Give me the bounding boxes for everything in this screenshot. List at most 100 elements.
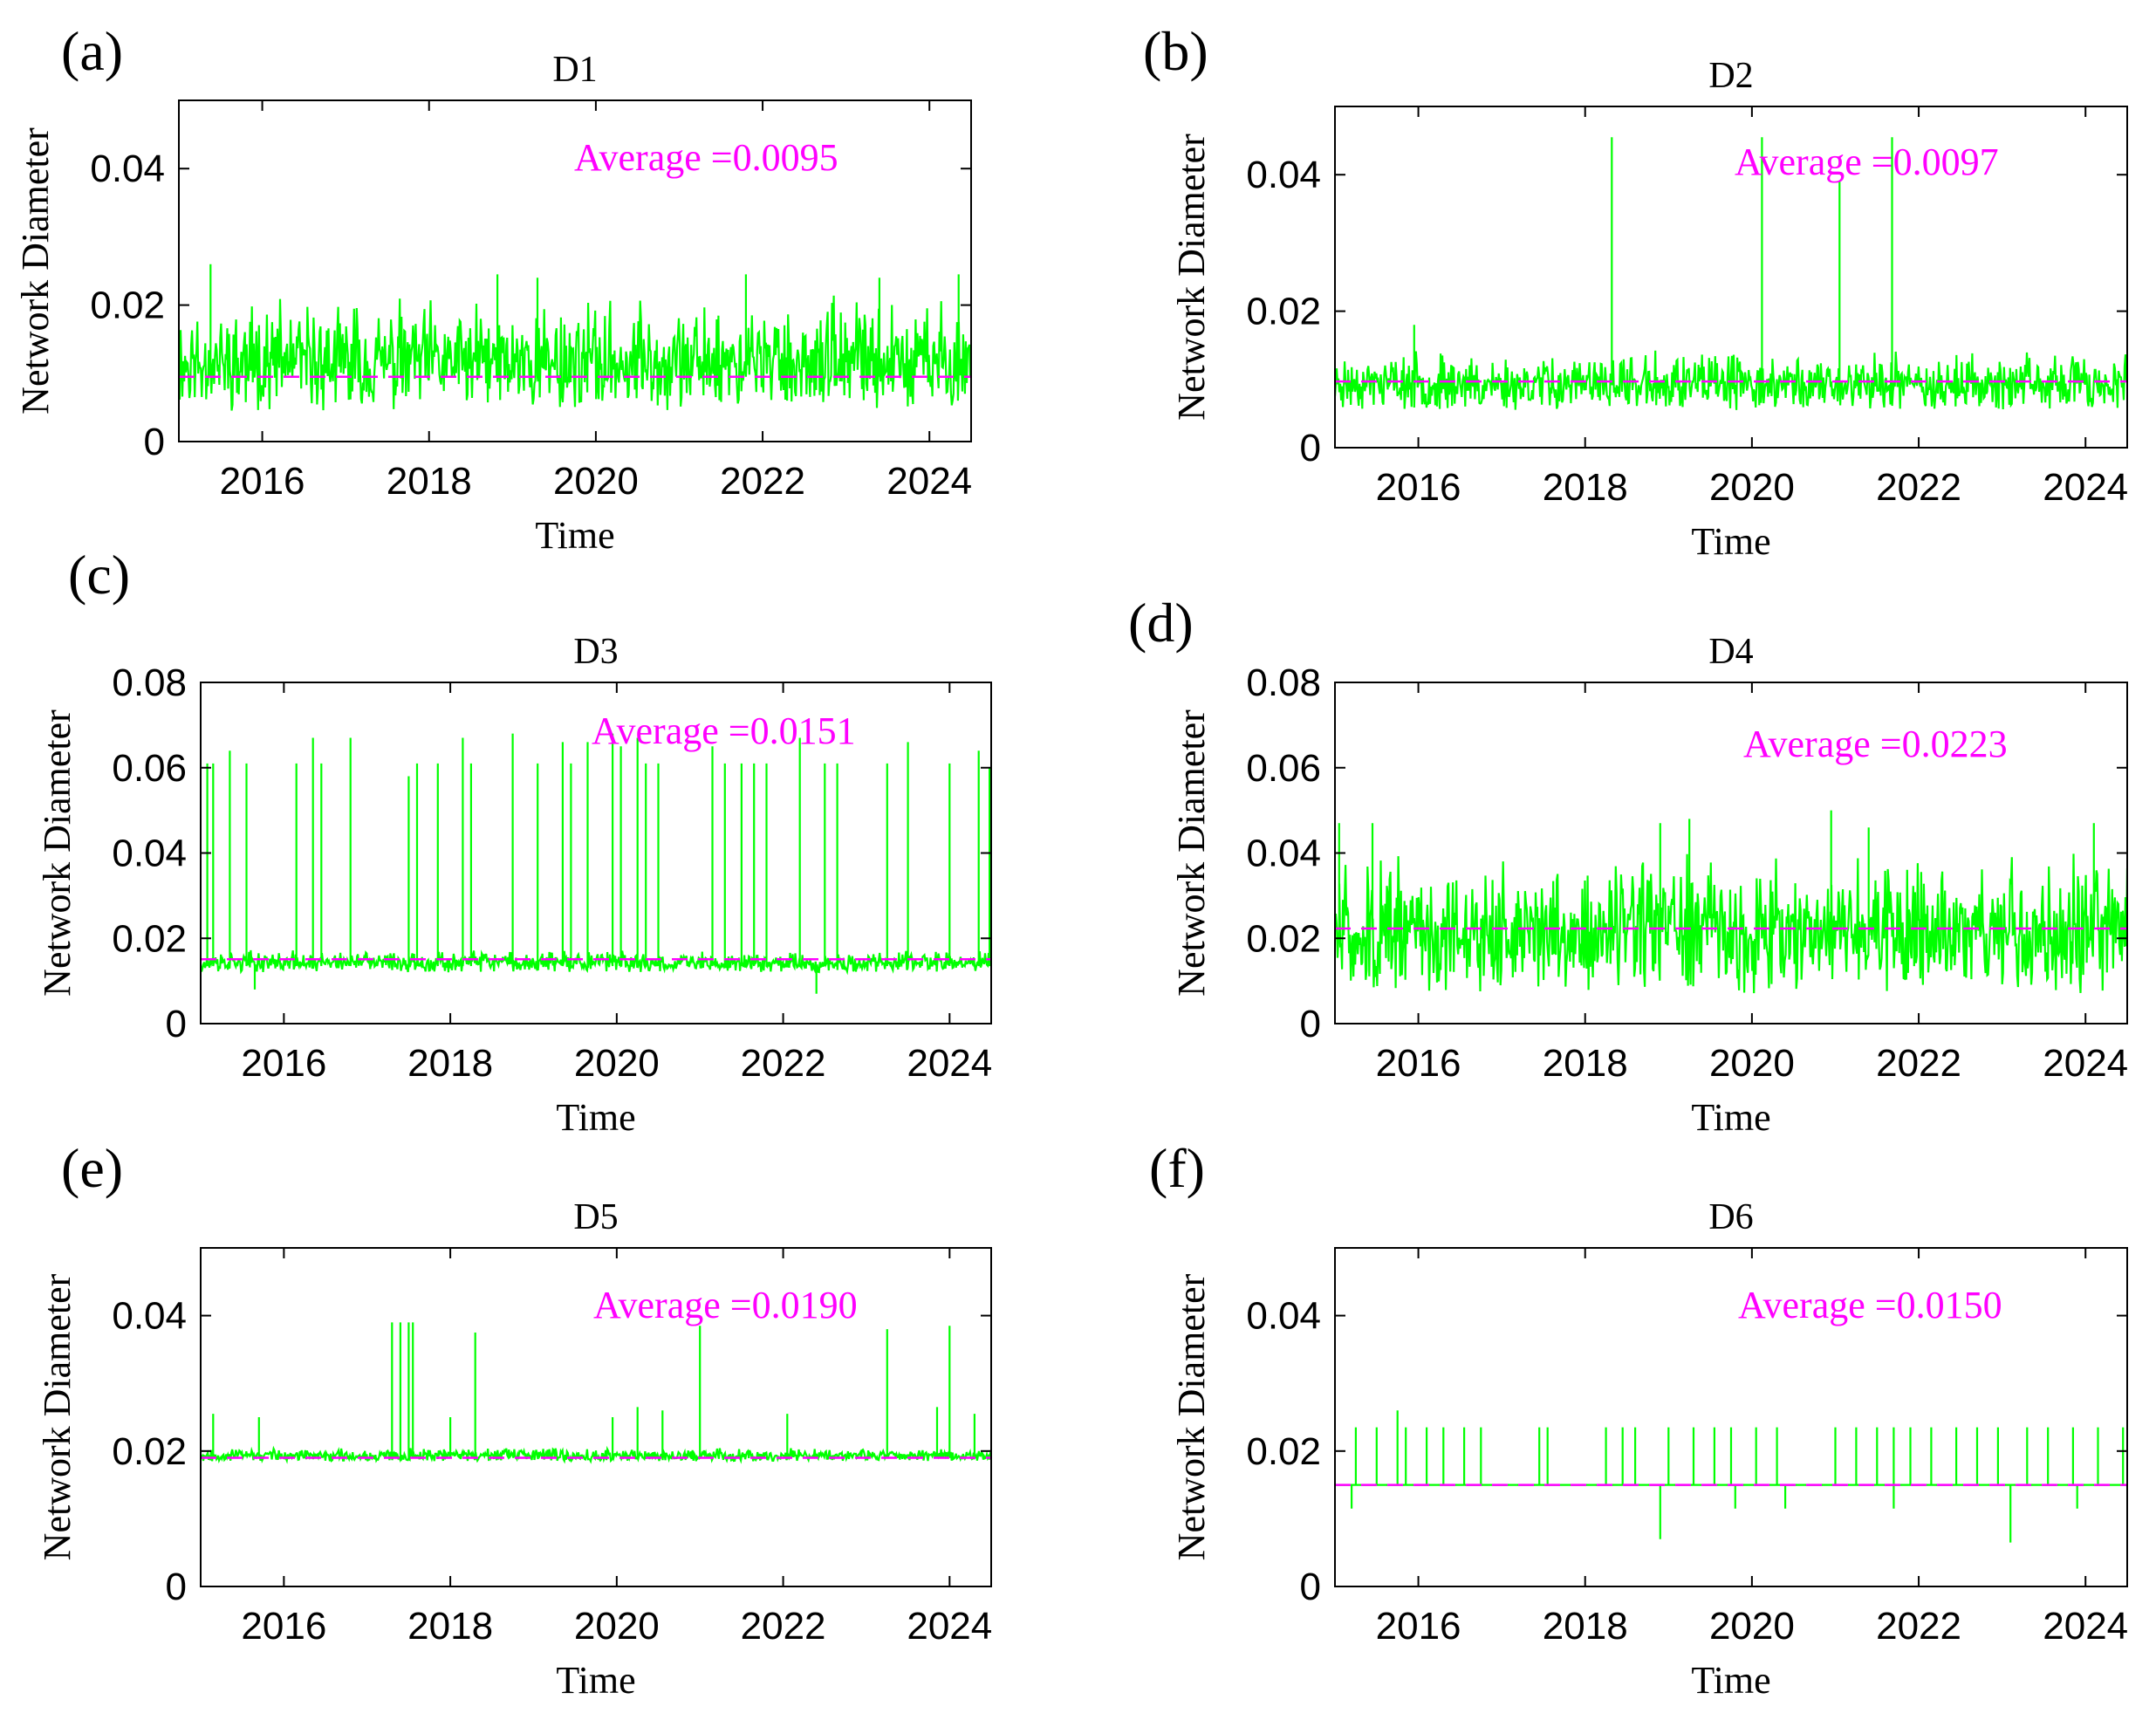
chart-title: D4 [1708, 632, 1753, 672]
x-tick-label: 2016 [1376, 1605, 1461, 1648]
series-line [201, 1322, 991, 1464]
x-axis-label: Time [535, 514, 614, 557]
series-line [1335, 1410, 2127, 1543]
y-tick-label: 0.04 [112, 1295, 187, 1338]
series-line [179, 264, 971, 411]
average-annotation: Average =0.0223 [1743, 723, 2008, 765]
y-tick-label: 0 [166, 1003, 187, 1045]
chart-title: D1 [552, 50, 597, 90]
average-annotation: Average =0.0190 [593, 1284, 858, 1326]
y-axis-label: Network Diameter [36, 709, 79, 997]
panel-letter: (f) [1149, 1137, 1205, 1199]
x-tick-label: 2016 [241, 1605, 326, 1648]
x-tick-label: 2022 [1876, 1605, 1961, 1648]
axes-frame [200, 1247, 992, 1587]
y-tick-label: 0.02 [112, 1430, 187, 1473]
y-tick-label: 0 [1300, 427, 1321, 469]
y-axis-label: Network Diameter [1170, 1273, 1213, 1560]
y-axis-label: Network Diameter [1170, 134, 1213, 421]
x-axis-label: Time [1691, 1096, 1770, 1139]
average-annotation: Average =0.0151 [592, 709, 856, 752]
chart-title: D3 [573, 632, 618, 672]
series-line [1335, 137, 2127, 410]
panel-letter: (e) [61, 1137, 123, 1199]
x-tick-label: 2018 [1543, 466, 1628, 509]
average-annotation: Average =0.0150 [1738, 1284, 2002, 1326]
x-tick-label: 2022 [1876, 1042, 1961, 1085]
x-tick-label: 2024 [2043, 466, 2128, 509]
x-tick-label: 2018 [407, 1042, 493, 1085]
panel-d5: (e) D5 2016 2018 2020 2022 2024 0 0.02 0.04 Time Ne… [36, 1137, 992, 1702]
y-tick-label: 0.06 [112, 747, 187, 790]
x-tick-label: 2022 [1876, 466, 1961, 509]
x-tick-label: 2020 [1709, 466, 1795, 509]
x-tick-label: 2024 [907, 1605, 992, 1648]
x-tick-label: 2020 [1709, 1042, 1795, 1085]
x-tick-label: 2024 [2043, 1042, 2128, 1085]
x-tick-label: 2018 [1543, 1605, 1628, 1648]
chart-title: D2 [1708, 56, 1753, 96]
x-tick-label: 2018 [387, 460, 472, 503]
y-axis-label: Network Diameter [1170, 709, 1213, 997]
series-line [201, 733, 991, 994]
series-line [1335, 810, 2127, 994]
panel-d4: (d) D4 2016 2018 2020 2022 2024 0 0.02 0.04 0.06 0.… [1128, 592, 2128, 1139]
x-tick-label: 2020 [553, 460, 639, 503]
y-tick-label: 0 [166, 1566, 187, 1608]
x-tick-label: 2016 [241, 1042, 326, 1085]
x-axis-label: Time [556, 1096, 635, 1139]
y-tick-label: 0.04 [1246, 154, 1321, 196]
panel-d2: (b) D2 2016 2018 2020 2022 2024 0 0.02 0.04 Time Ne… [1143, 20, 2128, 563]
x-tick-label: 2024 [886, 460, 972, 503]
y-tick-label: 0.02 [1246, 1430, 1321, 1473]
x-tick-label: 2018 [407, 1605, 493, 1648]
y-tick-label: 0 [1300, 1566, 1321, 1608]
panel-letter: (c) [68, 544, 130, 606]
x-tick-label: 2022 [741, 1605, 826, 1648]
average-annotation: Average =0.0095 [574, 136, 838, 179]
axes-frame [1334, 682, 2128, 1024]
y-tick-label: 0.04 [90, 147, 165, 190]
x-tick-label: 2016 [1376, 466, 1461, 509]
chart-title: D6 [1708, 1197, 1753, 1237]
x-tick-label: 2018 [1543, 1042, 1628, 1085]
x-tick-label: 2024 [907, 1042, 992, 1085]
x-tick-label: 2016 [220, 460, 305, 503]
y-axis-label: Network Diameter [14, 127, 57, 415]
chart-title: D5 [573, 1197, 618, 1237]
average-annotation: Average =0.0097 [1735, 140, 1999, 183]
x-tick-label: 2016 [1376, 1042, 1461, 1085]
y-tick-label: 0.02 [1246, 291, 1321, 333]
panel-letter: (b) [1143, 20, 1208, 82]
panel-letter: (a) [61, 20, 123, 82]
axes-frame [178, 99, 972, 442]
x-tick-label: 2022 [720, 460, 805, 503]
x-axis-label: Time [1691, 520, 1770, 563]
panel-d1: (a) D1 2016 2018 2020 2022 2024 0 0.02 0.04 Time Ne… [14, 20, 972, 557]
y-tick-label: 0.06 [1246, 747, 1321, 790]
y-tick-label: 0.02 [90, 284, 165, 327]
y-tick-label: 0.04 [1246, 1295, 1321, 1338]
y-tick-label: 0.04 [1246, 833, 1321, 875]
y-tick-label: 0.08 [1246, 661, 1321, 704]
y-tick-label: 0.04 [112, 833, 187, 875]
x-tick-label: 2020 [1709, 1605, 1795, 1648]
y-axis-label: Network Diameter [36, 1273, 79, 1560]
y-tick-label: 0 [144, 421, 165, 463]
x-tick-label: 2022 [741, 1042, 826, 1085]
axes-frame [1334, 1247, 2128, 1587]
panel-d3: (c) D3 2016 2018 2020 2022 2024 0 0.02 0.04 0.06 0.… [36, 544, 992, 1139]
y-tick-label: 0.02 [1246, 917, 1321, 960]
x-axis-label: Time [556, 1659, 635, 1702]
y-tick-label: 0.08 [112, 661, 187, 704]
panel-d6: (f) D6 2016 2018 2020 2022 2024 0 0.02 0.04 Time Ne… [1149, 1137, 2128, 1702]
y-tick-label: 0 [1300, 1003, 1321, 1045]
y-tick-label: 0.02 [112, 917, 187, 960]
x-tick-label: 2024 [2043, 1605, 2128, 1648]
panel-letter: (d) [1128, 592, 1194, 654]
x-tick-label: 2020 [574, 1042, 660, 1085]
axes-frame [1334, 106, 2128, 449]
x-tick-label: 2020 [574, 1605, 660, 1648]
x-axis-label: Time [1691, 1659, 1770, 1702]
